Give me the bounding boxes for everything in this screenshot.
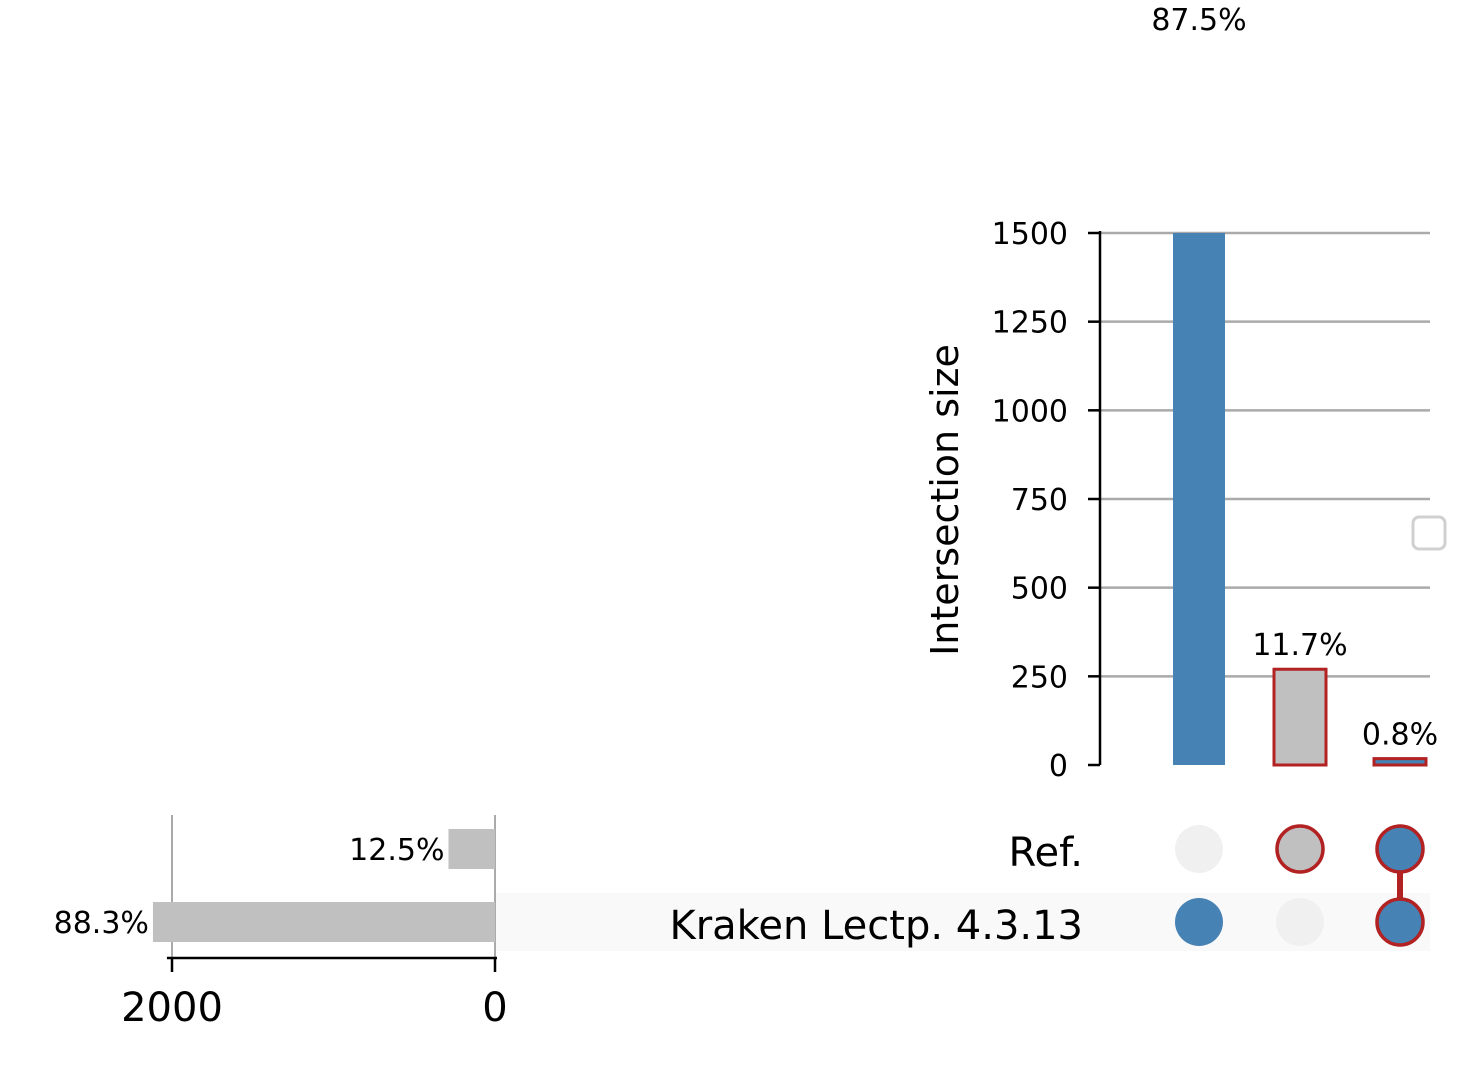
set-name-label: Ref. xyxy=(1009,830,1084,876)
bar-value-label: 11.7% xyxy=(1252,628,1347,663)
matrix-dot-active xyxy=(1375,824,1425,874)
matrix-dot-inactive xyxy=(1175,825,1223,873)
matrix-dot-active xyxy=(1175,898,1223,946)
matrix-dot-active xyxy=(1375,897,1425,947)
set-size-label: 88.3% xyxy=(54,906,149,941)
y-tick-label: 1000 xyxy=(992,394,1068,429)
matrix-dot-active xyxy=(1275,824,1325,874)
membership-matrix: Ref. Kraken Lectp. 4.3.13 xyxy=(669,824,1425,949)
set-axis-tick-label: 2000 xyxy=(121,985,223,1031)
set-size-bar xyxy=(448,829,495,869)
set-name-label: Kraken Lectp. 4.3.13 xyxy=(669,903,1083,949)
bar-value-label: 87.5% xyxy=(1151,3,1246,38)
intersection-bar xyxy=(1272,667,1328,767)
matrix-dot-inactive xyxy=(1276,898,1324,946)
y-tick-label: 750 xyxy=(1011,483,1068,518)
y-tick-label: 1500 xyxy=(992,217,1068,252)
bar-value-label: 0.8% xyxy=(1362,718,1438,753)
y-tick-label: 1250 xyxy=(992,306,1068,341)
intersection-bars: 87.5% 11.7% 0.8% xyxy=(1151,3,1438,767)
y-tick-label: 500 xyxy=(1011,572,1068,607)
y-tick-label: 250 xyxy=(1011,660,1068,695)
intersection-axis: 0 250 500 750 1000 1250 1500 xyxy=(992,217,1102,784)
y-axis-label: Intersection size xyxy=(923,344,967,656)
y-tick-label: 0 xyxy=(1049,749,1068,784)
set-size-bar xyxy=(152,902,495,942)
set-size-label: 12.5% xyxy=(349,833,444,868)
intersection-bar xyxy=(1372,757,1428,767)
set-axis-tick-label: 0 xyxy=(482,985,507,1031)
legend-box xyxy=(1411,515,1447,551)
grid-lines xyxy=(1100,231,1430,678)
intersection-bar xyxy=(1173,233,1225,765)
row-stripe xyxy=(495,893,1430,951)
set-size-bars: 2000 0 12.5% 88.3% xyxy=(54,815,508,1031)
row-stripes xyxy=(495,893,1430,951)
